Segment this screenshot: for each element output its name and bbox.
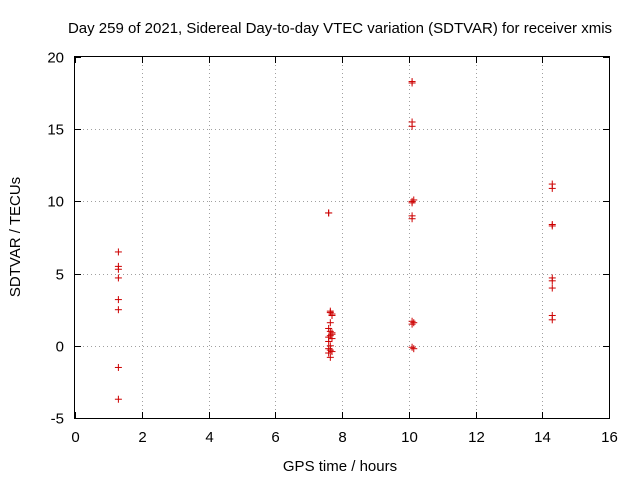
- axis-ticks: 0 2 4 6 8 10 12 14 16 -5 0 5 10 15 20: [47, 50, 618, 447]
- data-point: [326, 309, 334, 317]
- chart-title: Day 259 of 2021, Sidereal Day-to-day VTE…: [68, 20, 612, 37]
- data-point: [328, 348, 336, 356]
- x-axis-label: GPS time / hours: [283, 458, 397, 475]
- data-point: [326, 319, 334, 327]
- x-tick-label: 2: [138, 429, 146, 446]
- data-point: [548, 222, 556, 230]
- x-tick-label: 12: [468, 429, 485, 446]
- data-point: [548, 184, 556, 192]
- data-point: [328, 335, 336, 343]
- data-point: [326, 332, 334, 340]
- data-point: [114, 296, 122, 304]
- grid: [75, 57, 609, 418]
- data-point: [548, 277, 556, 285]
- data-point: [114, 306, 122, 314]
- data-point: [328, 311, 336, 319]
- data-points: [114, 78, 556, 403]
- y-axis-label: SDTVAR / TECUs: [7, 177, 24, 297]
- y-tick-label: 10: [47, 194, 64, 211]
- x-tick-label: 0: [71, 429, 79, 446]
- x-tick-label: 14: [534, 429, 551, 446]
- data-point: [408, 320, 416, 328]
- data-point: [408, 199, 416, 207]
- data-point: [548, 316, 556, 324]
- y-tick-label: 5: [56, 267, 64, 284]
- data-point: [408, 215, 416, 223]
- y-tick-label: 0: [56, 339, 64, 356]
- data-point: [410, 196, 418, 204]
- data-point: [408, 79, 416, 87]
- data-point: [325, 349, 333, 357]
- plot-frame: [74, 56, 610, 419]
- y-tick-label: -5: [51, 411, 64, 428]
- data-point: [410, 345, 418, 353]
- x-tick-label: 4: [205, 429, 213, 446]
- data-point: [114, 363, 122, 371]
- data-point: [548, 284, 556, 292]
- data-point: [114, 395, 122, 403]
- y-tick-label: 15: [47, 122, 64, 139]
- x-tick-label: 16: [601, 429, 618, 446]
- data-point: [325, 337, 333, 345]
- x-tick-label: 8: [338, 429, 346, 446]
- data-point: [408, 122, 416, 130]
- data-point: [408, 343, 416, 351]
- data-point: [410, 319, 418, 327]
- data-point: [114, 248, 122, 256]
- data-point: [114, 265, 122, 273]
- data-point: [114, 274, 122, 282]
- x-tick-label: 10: [401, 429, 418, 446]
- data-point: [326, 346, 334, 354]
- data-point: [325, 209, 333, 217]
- data-point: [325, 324, 333, 332]
- data-point: [326, 353, 334, 361]
- y-tick-label: 20: [47, 50, 64, 67]
- x-tick-label: 6: [271, 429, 279, 446]
